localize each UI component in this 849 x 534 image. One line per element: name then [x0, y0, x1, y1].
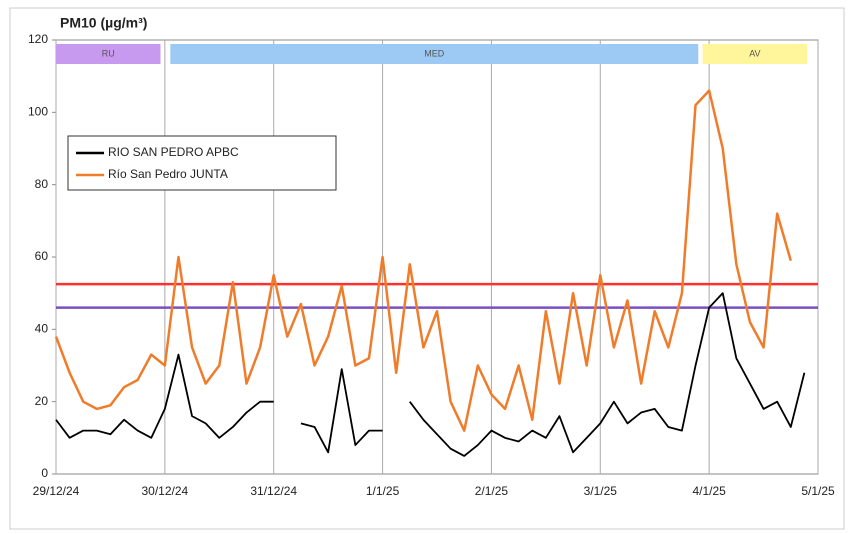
period-label: MED [424, 48, 445, 58]
x-tick-label: 2/1/25 [475, 484, 509, 498]
x-tick-label: 1/1/25 [366, 484, 400, 498]
y-tick-label: 20 [35, 394, 49, 408]
frame [9, 7, 845, 530]
x-tick-label: 4/1/25 [692, 484, 726, 498]
period-band [56, 44, 161, 64]
series-line [54, 89, 792, 432]
y-tick-label: 100 [28, 105, 48, 119]
series-line [55, 292, 806, 457]
plot-area [55, 39, 819, 475]
period-band [702, 44, 808, 64]
y-tick-label: 0 [41, 466, 48, 480]
x-tick-label: 3/1/25 [584, 484, 618, 498]
period-band [170, 44, 699, 64]
x-tick-label: 30/12/24 [141, 484, 188, 498]
x-tick-label: 31/12/24 [250, 484, 297, 498]
y-tick-label: 80 [35, 177, 49, 191]
legend [67, 135, 337, 191]
legend-label: Río San Pedro JUNTA [108, 167, 228, 181]
chart-title: PM10 (µg/m³) [60, 15, 147, 31]
y-tick-label: 120 [28, 32, 48, 46]
x-tick-label: 5/1/25 [801, 484, 835, 498]
period-label: RU [102, 48, 115, 58]
legend-label: RIO SAN PEDRO APBC [108, 145, 239, 159]
x-tick-label: 29/12/24 [33, 484, 80, 498]
period-label: AV [749, 48, 760, 58]
y-tick-label: 40 [35, 322, 49, 336]
y-tick-label: 60 [35, 249, 49, 263]
